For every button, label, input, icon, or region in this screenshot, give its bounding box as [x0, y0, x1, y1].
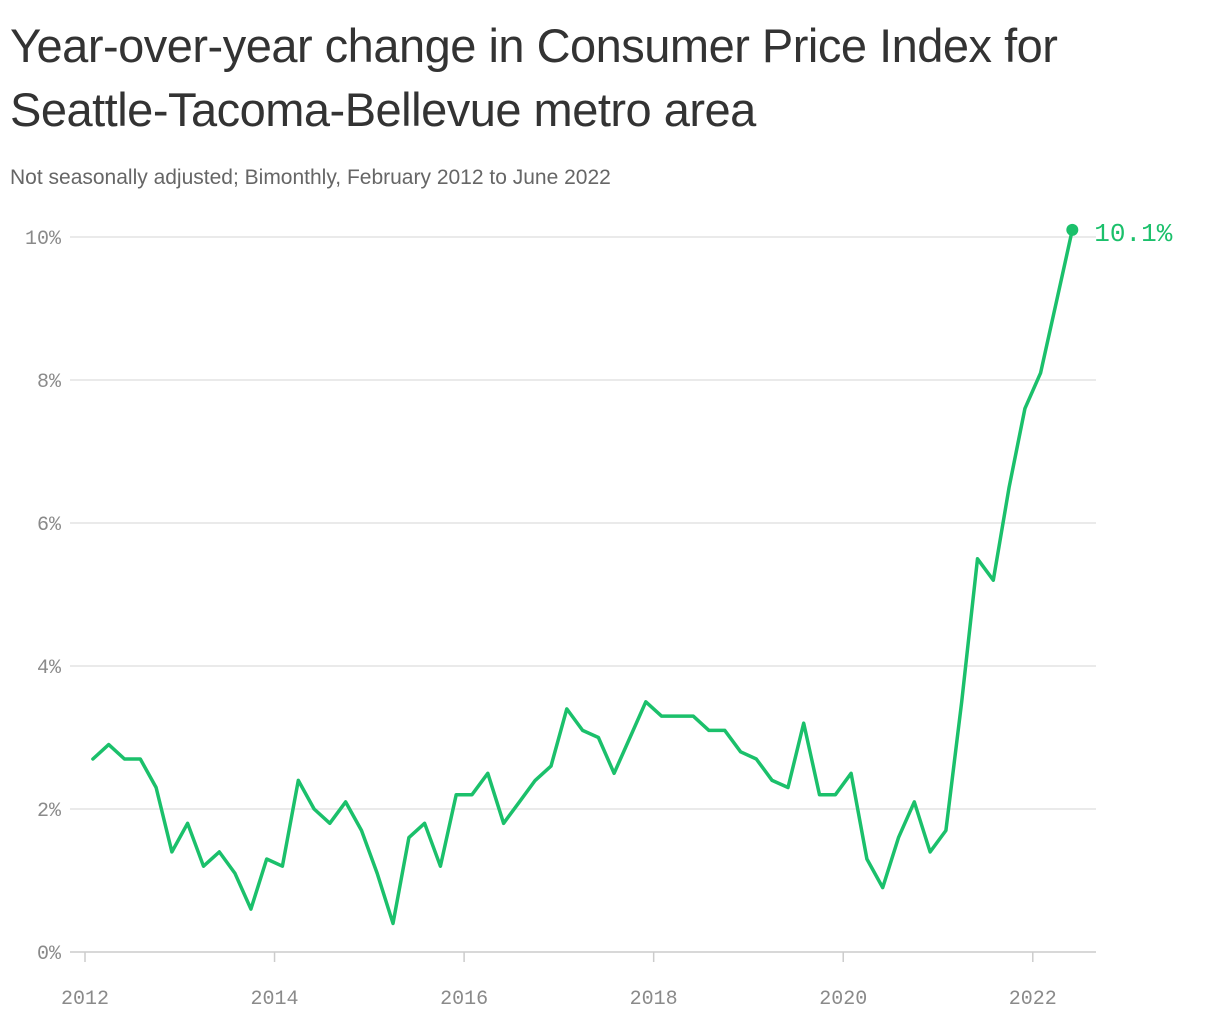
- x-axis: 2012 2014 2016 2018 2020 2022: [61, 951, 1096, 1011]
- cpi-line: [91, 228, 1075, 926]
- y-axis: 0% 2% 4% 6% 8% 10%: [25, 228, 62, 966]
- series: 10.1%: [91, 219, 1173, 926]
- y-tick-label: 2%: [37, 800, 62, 823]
- y-tick-label: 8%: [37, 371, 62, 394]
- y-tick-label: 6%: [37, 514, 62, 537]
- x-tick-label: 2022: [1009, 988, 1057, 1011]
- end-value-label: 10.1%: [1094, 219, 1172, 249]
- y-tick-label: 0%: [37, 943, 62, 966]
- chart-subtitle: Not seasonally adjusted; Bimonthly, Febr…: [10, 166, 611, 189]
- y-tick-label: 4%: [37, 657, 62, 680]
- end-point-marker: [1066, 223, 1079, 236]
- gridlines: [70, 236, 1096, 810]
- y-tick-label: 10%: [25, 228, 62, 251]
- x-tick-label: 2012: [61, 988, 109, 1011]
- x-tick-label: 2020: [819, 988, 867, 1011]
- x-tick-label: 2014: [251, 988, 299, 1011]
- chart-title: Year-over-year change in Consumer Price …: [10, 19, 1058, 136]
- x-tick-label: 2018: [630, 988, 678, 1011]
- x-tick-label: 2016: [440, 988, 488, 1011]
